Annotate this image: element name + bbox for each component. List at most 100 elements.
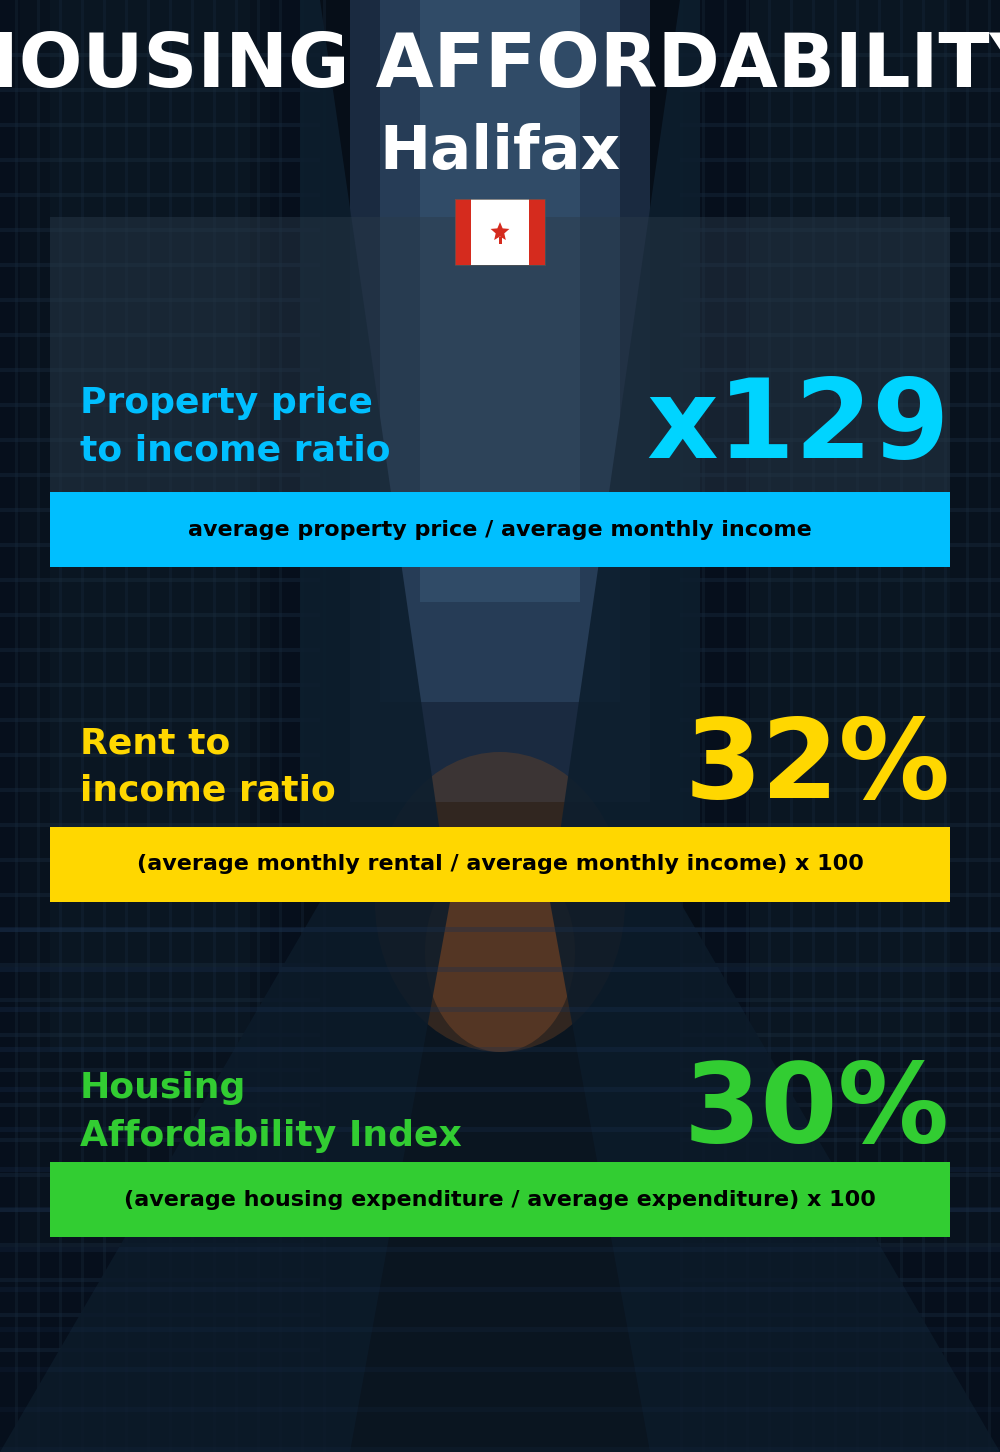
Bar — [680, 613, 1000, 617]
Bar — [20, 0, 270, 1252]
Bar — [0, 0, 300, 1452]
Bar — [944, 0, 947, 1452]
Bar — [257, 0, 260, 1452]
Ellipse shape — [375, 752, 625, 1053]
Bar — [966, 0, 969, 1452]
Bar — [0, 1407, 1000, 1411]
Bar — [50, 828, 950, 902]
Bar — [680, 263, 1000, 267]
Bar — [235, 0, 238, 1452]
Bar — [680, 543, 1000, 547]
Bar — [0, 648, 320, 652]
Bar — [0, 613, 320, 617]
Bar — [0, 263, 320, 267]
Bar — [0, 893, 320, 897]
Bar — [988, 0, 991, 1452]
Polygon shape — [0, 902, 450, 1452]
Bar — [680, 1208, 1000, 1212]
Bar — [380, 0, 620, 701]
Polygon shape — [550, 0, 700, 902]
Bar — [455, 199, 545, 264]
Bar — [0, 963, 320, 967]
Bar — [750, 0, 1000, 1252]
Bar — [680, 123, 1000, 126]
Text: Rent to
income ratio: Rent to income ratio — [80, 726, 336, 807]
Bar — [650, 0, 1000, 1452]
Bar — [680, 682, 1000, 687]
Bar — [0, 89, 320, 91]
Bar — [0, 1243, 320, 1247]
Bar — [0, 1008, 1000, 1012]
Bar — [680, 823, 1000, 828]
Bar — [856, 0, 859, 1452]
Bar — [213, 0, 216, 1452]
Bar — [50, 1162, 950, 1237]
Bar — [50, 216, 950, 566]
Text: Property price
to income ratio: Property price to income ratio — [80, 386, 390, 468]
Bar — [680, 1278, 1000, 1282]
Text: (average housing expenditure / average expenditure) x 100: (average housing expenditure / average e… — [124, 1189, 876, 1210]
Text: HOUSING AFFORDABILITY: HOUSING AFFORDABILITY — [0, 30, 1000, 103]
Bar — [59, 0, 62, 1452]
Bar — [529, 199, 545, 264]
Bar — [680, 0, 683, 1452]
Bar — [0, 1278, 320, 1282]
Bar — [0, 1313, 320, 1317]
Bar — [0, 158, 320, 163]
Bar — [0, 717, 320, 722]
Bar — [191, 0, 194, 1452]
Bar — [0, 1069, 320, 1072]
Polygon shape — [550, 902, 1000, 1452]
Bar — [680, 54, 1000, 57]
Bar — [680, 717, 1000, 722]
Bar — [0, 788, 320, 791]
Bar — [0, 858, 320, 862]
Bar — [812, 0, 815, 1452]
Bar — [680, 404, 1000, 407]
Bar — [147, 0, 150, 1452]
Bar — [746, 0, 749, 1452]
Bar — [0, 1047, 1000, 1053]
Text: x129: x129 — [647, 373, 950, 481]
Text: Housing
Affordability Index: Housing Affordability Index — [80, 1072, 462, 1153]
Bar — [81, 0, 84, 1452]
Bar — [750, 0, 950, 1053]
Polygon shape — [491, 222, 509, 240]
Bar — [0, 1104, 320, 1106]
Text: Halifax: Halifax — [380, 122, 620, 182]
Bar — [0, 1286, 1000, 1292]
Bar — [680, 439, 1000, 441]
Bar — [700, 0, 1000, 1452]
Bar — [680, 754, 1000, 756]
Bar — [420, 0, 580, 603]
Text: 32%: 32% — [684, 713, 950, 820]
Bar — [0, 193, 320, 197]
Bar — [301, 0, 304, 1452]
Bar — [0, 682, 320, 687]
Bar — [15, 0, 18, 1452]
Bar — [680, 1069, 1000, 1072]
Bar — [878, 0, 881, 1452]
Bar — [0, 1208, 320, 1212]
Bar — [702, 0, 705, 1452]
Bar — [0, 1327, 1000, 1331]
Bar — [0, 754, 320, 756]
Bar — [470, 199, 530, 264]
Bar — [0, 578, 320, 582]
Text: (average monthly rental / average monthly income) x 100: (average monthly rental / average monthl… — [137, 854, 863, 874]
Bar — [680, 508, 1000, 513]
Bar — [0, 543, 320, 547]
Bar — [900, 0, 903, 1452]
Bar — [680, 963, 1000, 967]
Bar — [455, 199, 471, 264]
Bar — [834, 0, 837, 1452]
Bar — [0, 54, 320, 57]
Bar — [0, 926, 1000, 932]
Bar — [0, 1088, 1000, 1092]
Bar — [0, 1347, 320, 1352]
Bar — [680, 1138, 1000, 1143]
Bar — [0, 1167, 1000, 1172]
Polygon shape — [300, 0, 450, 902]
Bar — [680, 1173, 1000, 1178]
Bar — [0, 1138, 320, 1143]
